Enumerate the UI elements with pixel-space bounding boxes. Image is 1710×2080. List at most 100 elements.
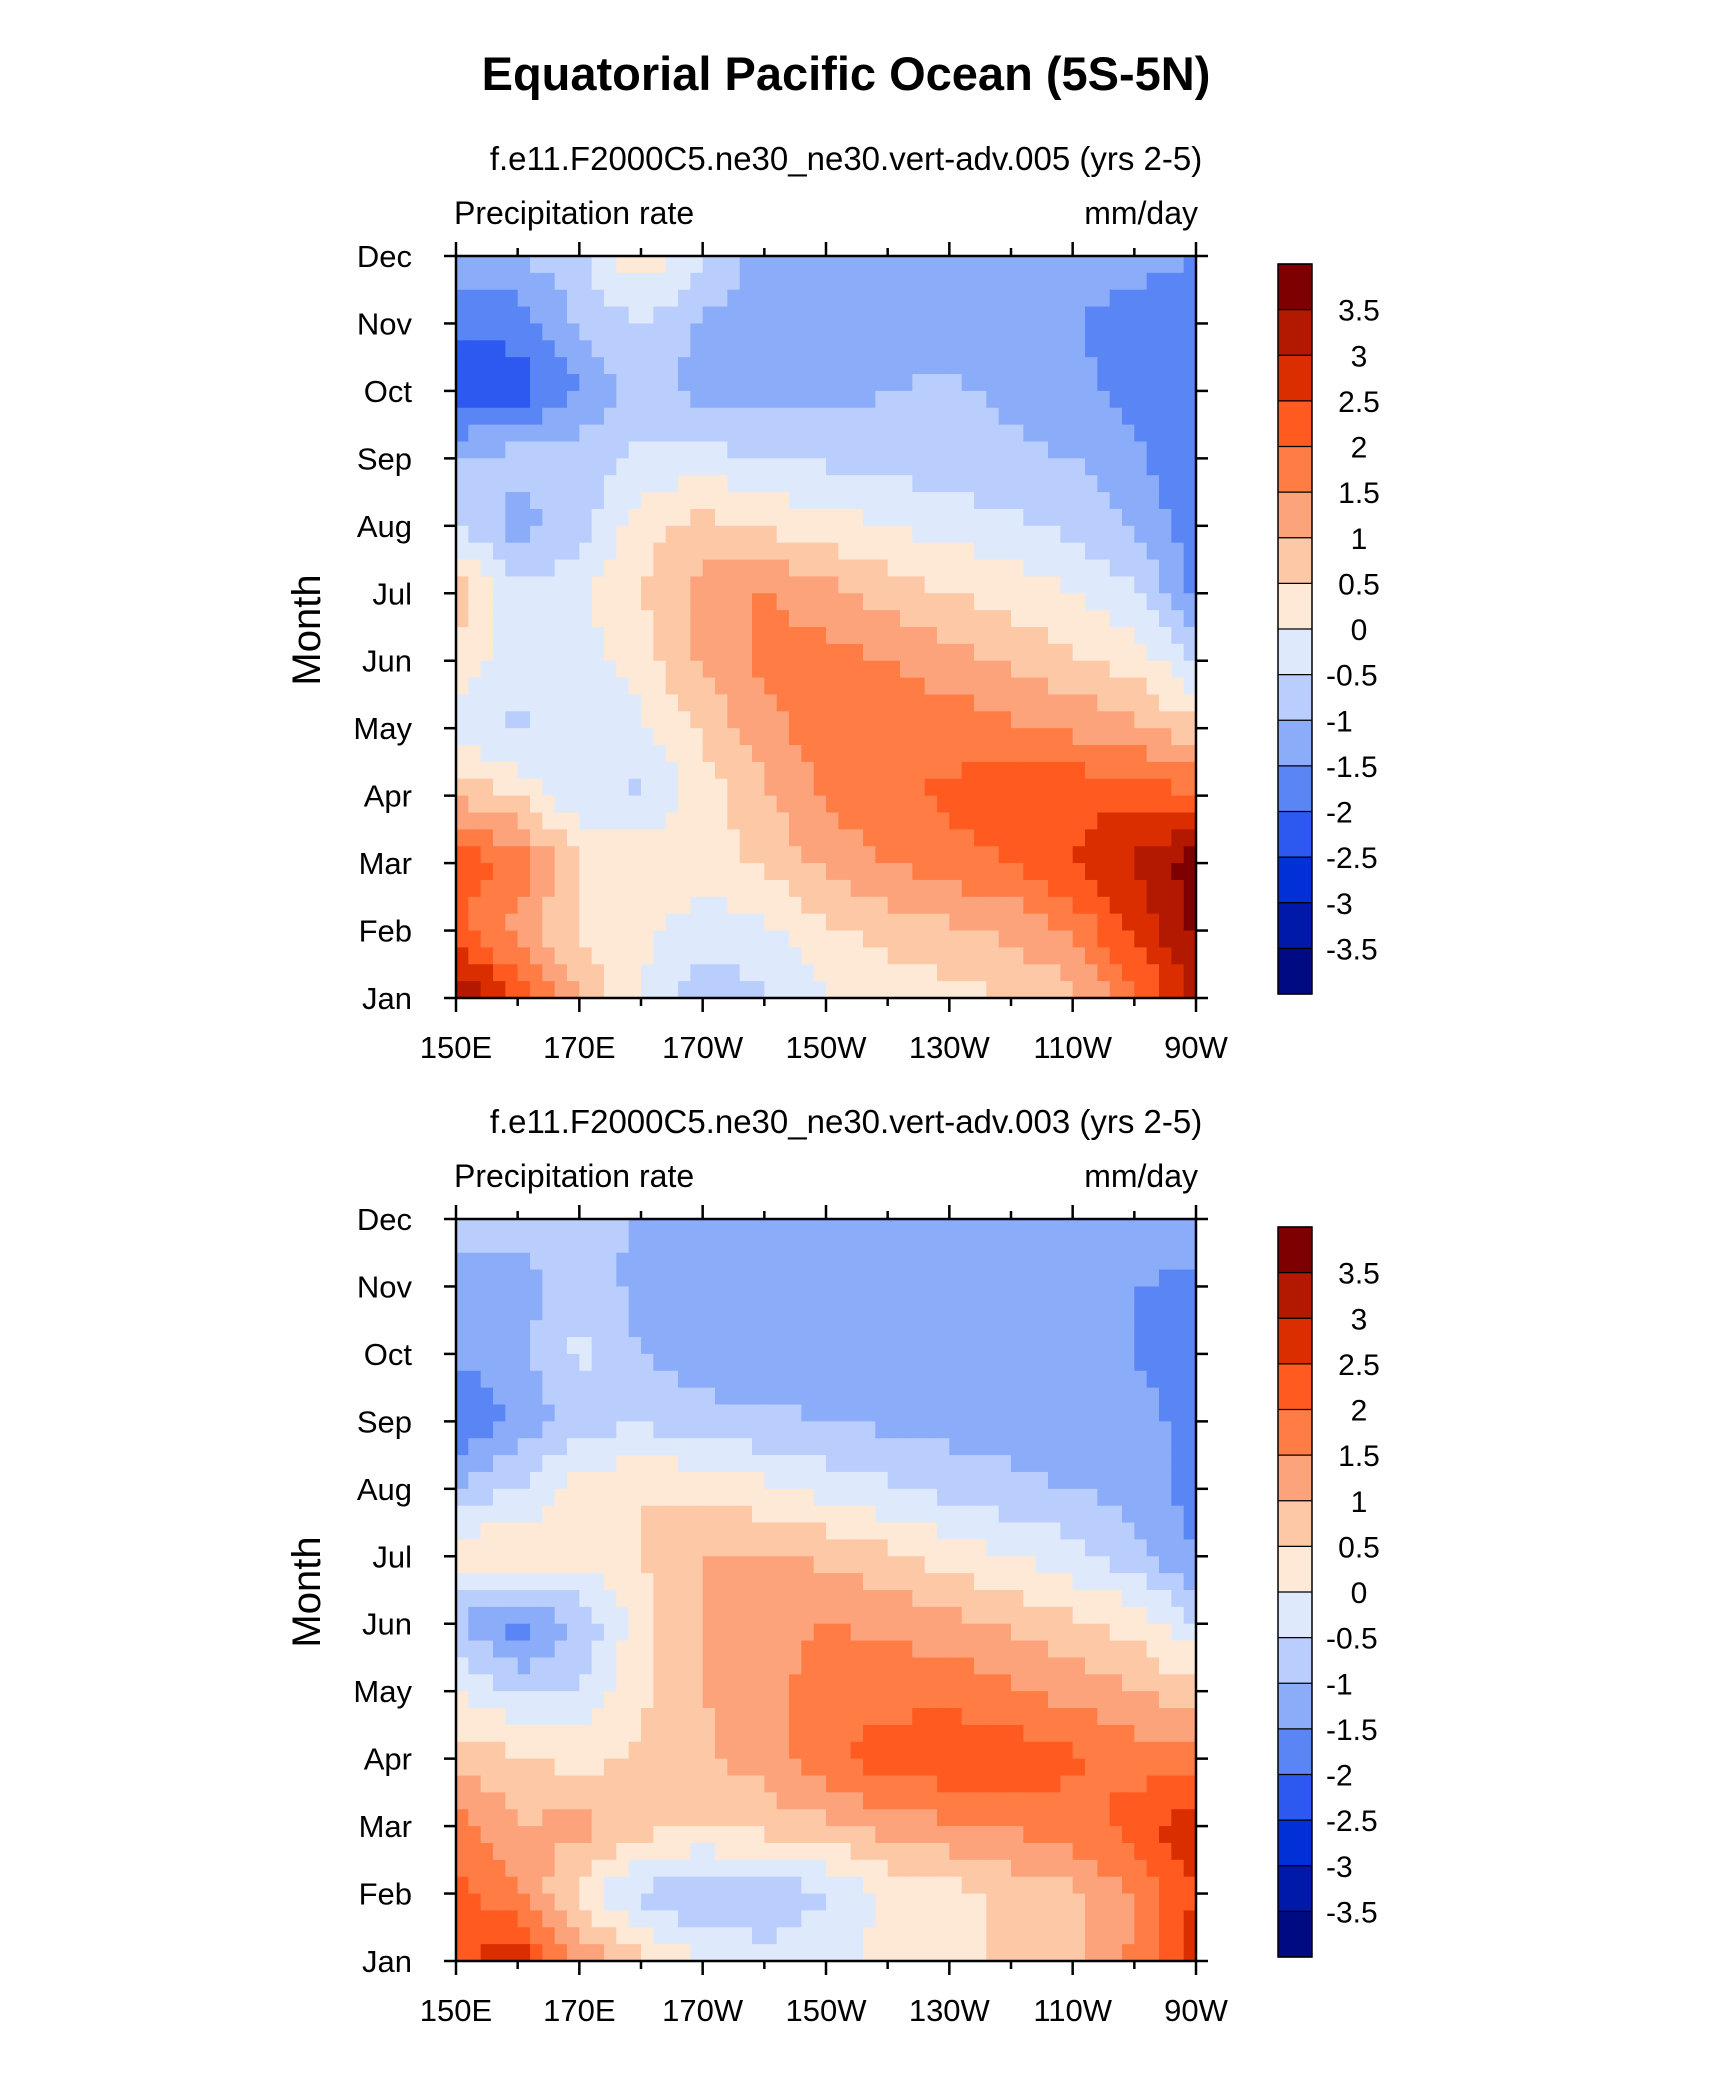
field-cell xyxy=(974,525,987,544)
field-cell xyxy=(1159,1741,1172,1760)
colorbar-swatch xyxy=(1278,583,1312,630)
field-cell xyxy=(530,1370,543,1389)
field-cell xyxy=(1183,1674,1197,1692)
field-cell xyxy=(850,728,864,746)
field-cell xyxy=(826,846,839,864)
field-cell xyxy=(1023,745,1037,763)
field-cell xyxy=(850,1556,864,1574)
field-cell xyxy=(949,1826,963,1844)
field-cell xyxy=(1122,374,1135,392)
field-cell xyxy=(1085,627,1098,645)
field-cell xyxy=(1023,1724,1037,1743)
field-cell xyxy=(764,1421,778,1439)
field-cell xyxy=(764,1708,778,1726)
field-cell xyxy=(702,812,716,830)
field-cell xyxy=(1097,1522,1111,1541)
field-cell xyxy=(702,981,716,999)
field-cell xyxy=(493,1691,506,1709)
field-cell xyxy=(690,643,704,662)
field-cell xyxy=(554,289,568,308)
field-cell xyxy=(974,1657,987,1675)
field-cell xyxy=(900,930,913,949)
field-cell xyxy=(727,930,741,949)
field-cell xyxy=(1035,256,1049,274)
field-cell xyxy=(1011,627,1024,645)
field-cell xyxy=(480,1337,494,1355)
field-cell xyxy=(1048,1674,1061,1692)
field-cell xyxy=(1109,424,1123,443)
field-cell xyxy=(480,812,494,830)
field-cell xyxy=(801,1758,815,1777)
field-cell xyxy=(826,1387,839,1406)
field-cell xyxy=(641,323,654,341)
field-cell xyxy=(1146,357,1160,375)
field-cell xyxy=(715,1606,728,1625)
field-cell xyxy=(678,323,691,341)
field-cell xyxy=(912,1235,926,1254)
field-cell xyxy=(641,441,654,459)
field-cell xyxy=(838,576,852,594)
field-cell xyxy=(838,896,852,915)
field-cell xyxy=(813,1539,827,1557)
field-cell xyxy=(1023,1691,1037,1709)
field-cell xyxy=(739,576,753,594)
field-cell xyxy=(678,1455,691,1473)
field-cell xyxy=(1183,1809,1197,1827)
field-cell xyxy=(1146,677,1160,696)
field-cell xyxy=(986,660,1000,679)
field-cell xyxy=(456,1488,469,1507)
field-cell xyxy=(850,1606,864,1625)
field-cell xyxy=(776,424,790,443)
field-cell xyxy=(702,1724,716,1743)
field-cell xyxy=(961,981,975,999)
field-cell xyxy=(493,1674,506,1692)
field-cell xyxy=(493,407,506,426)
field-cell xyxy=(1134,1792,1148,1810)
field-cell xyxy=(1011,913,1024,932)
field-cell xyxy=(1011,829,1024,847)
field-cell xyxy=(813,627,827,645)
field-cell xyxy=(702,1606,716,1625)
field-cell xyxy=(764,879,778,898)
field-cell xyxy=(850,1320,864,1338)
field-cell xyxy=(1134,1826,1148,1844)
field-cell xyxy=(591,913,605,932)
field-cell xyxy=(789,1691,802,1709)
field-cell xyxy=(456,728,469,746)
field-cell xyxy=(1060,542,1074,561)
field-cell xyxy=(1023,1320,1037,1338)
field-cell xyxy=(727,458,741,476)
field-cell xyxy=(1146,829,1160,847)
field-cell xyxy=(813,863,827,881)
field-cell xyxy=(727,1303,741,1321)
field-cell xyxy=(1171,542,1185,561)
field-cell xyxy=(752,1286,765,1304)
field-cell xyxy=(616,1623,630,1642)
field-cell xyxy=(702,1438,716,1456)
field-cell xyxy=(517,340,531,358)
field-cell xyxy=(678,1488,691,1507)
field-cell xyxy=(1159,1404,1172,1422)
field-cell xyxy=(789,1623,802,1642)
field-cell xyxy=(505,1252,519,1271)
field-cell xyxy=(665,627,679,645)
field-cell xyxy=(986,761,1000,780)
field-cell xyxy=(665,1809,679,1827)
field-cell xyxy=(591,441,605,459)
field-cell xyxy=(554,745,568,763)
field-cell xyxy=(579,1438,593,1456)
field-cell xyxy=(961,256,975,274)
field-cell xyxy=(1085,256,1098,274)
field-cell xyxy=(493,677,506,696)
field-cell xyxy=(838,390,852,409)
field-cell xyxy=(1048,1758,1061,1777)
field-cell xyxy=(764,896,778,915)
field-cell xyxy=(678,1792,691,1810)
field-cell xyxy=(900,1640,913,1659)
field-cell xyxy=(776,1337,790,1355)
field-cell xyxy=(690,1505,704,1524)
field-cell xyxy=(850,1337,864,1355)
field-cell xyxy=(493,1471,506,1490)
field-cell xyxy=(480,1741,494,1760)
field-cell xyxy=(567,1809,580,1827)
